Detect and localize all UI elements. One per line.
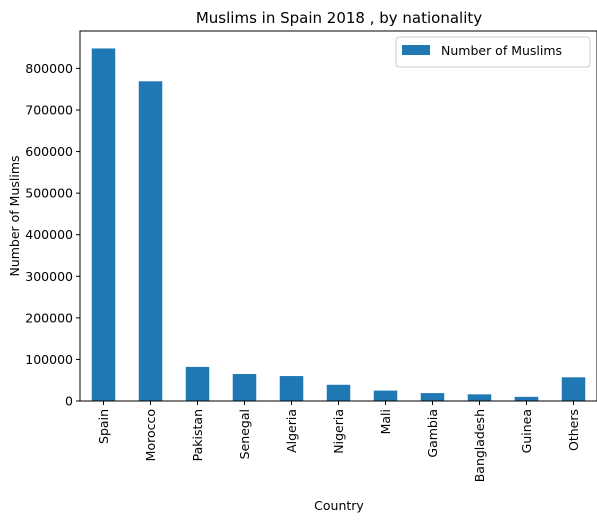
legend-frame: [395, 36, 591, 68]
y-axis-label: Number of Muslims: [7, 155, 22, 276]
x-tick-label: Others: [566, 409, 581, 451]
x-tick-label: Senegal: [237, 409, 252, 459]
bar-pakistan: [185, 366, 210, 401]
y-axis: 0 100000 200000 300000 400000 500000 600000 700…: [25, 61, 80, 409]
x-tick-label: Morocco: [143, 409, 158, 461]
x-tick-label: Pakistan: [190, 409, 205, 461]
y-tick-label: 300000: [25, 269, 73, 284]
bar-bangladesh: [467, 394, 492, 401]
bar-algeria: [279, 376, 304, 401]
bar-mali: [373, 390, 398, 401]
x-tick-label: Algeria: [284, 409, 299, 453]
plot-frame: [79, 30, 597, 402]
x-tick-label: Mali: [378, 409, 393, 434]
bar-guinea: [514, 396, 539, 401]
y-tick-label: 400000: [25, 227, 73, 242]
y-tick-label: 0: [65, 394, 73, 409]
y-tick-label: 200000: [25, 310, 73, 325]
x-axis-label: Country: [314, 498, 364, 513]
y-tick-label: 500000: [25, 186, 73, 201]
x-tick-label: Spain: [96, 409, 111, 444]
legend-label: Number of Muslims: [441, 43, 562, 58]
bar-others: [561, 377, 586, 401]
y-tick-label: 800000: [25, 61, 73, 76]
x-axis: Spain Morocco Pakistan Senegal Algeria Nigeri…: [96, 401, 581, 482]
bars-group: [91, 48, 586, 402]
y-tick-label: 100000: [25, 352, 73, 367]
bar-spain: [91, 48, 116, 402]
x-tick-label: Bangladesh: [472, 409, 487, 482]
bar-senegal: [232, 373, 257, 401]
bar-gambia: [420, 393, 445, 401]
y-tick-label: 600000: [25, 144, 73, 159]
legend-swatch: [402, 45, 430, 55]
y-tick-label: 700000: [25, 102, 73, 117]
x-tick-label: Nigeria: [331, 409, 346, 454]
x-tick-label: Guinea: [519, 409, 534, 453]
chart-title: Muslims in Spain 2018 , by nationality: [196, 9, 482, 27]
bar-morocco: [138, 81, 163, 401]
x-tick-label: Gambia: [425, 409, 440, 458]
bar-nigeria: [326, 384, 351, 401]
legend: Number of Muslims: [395, 36, 591, 68]
